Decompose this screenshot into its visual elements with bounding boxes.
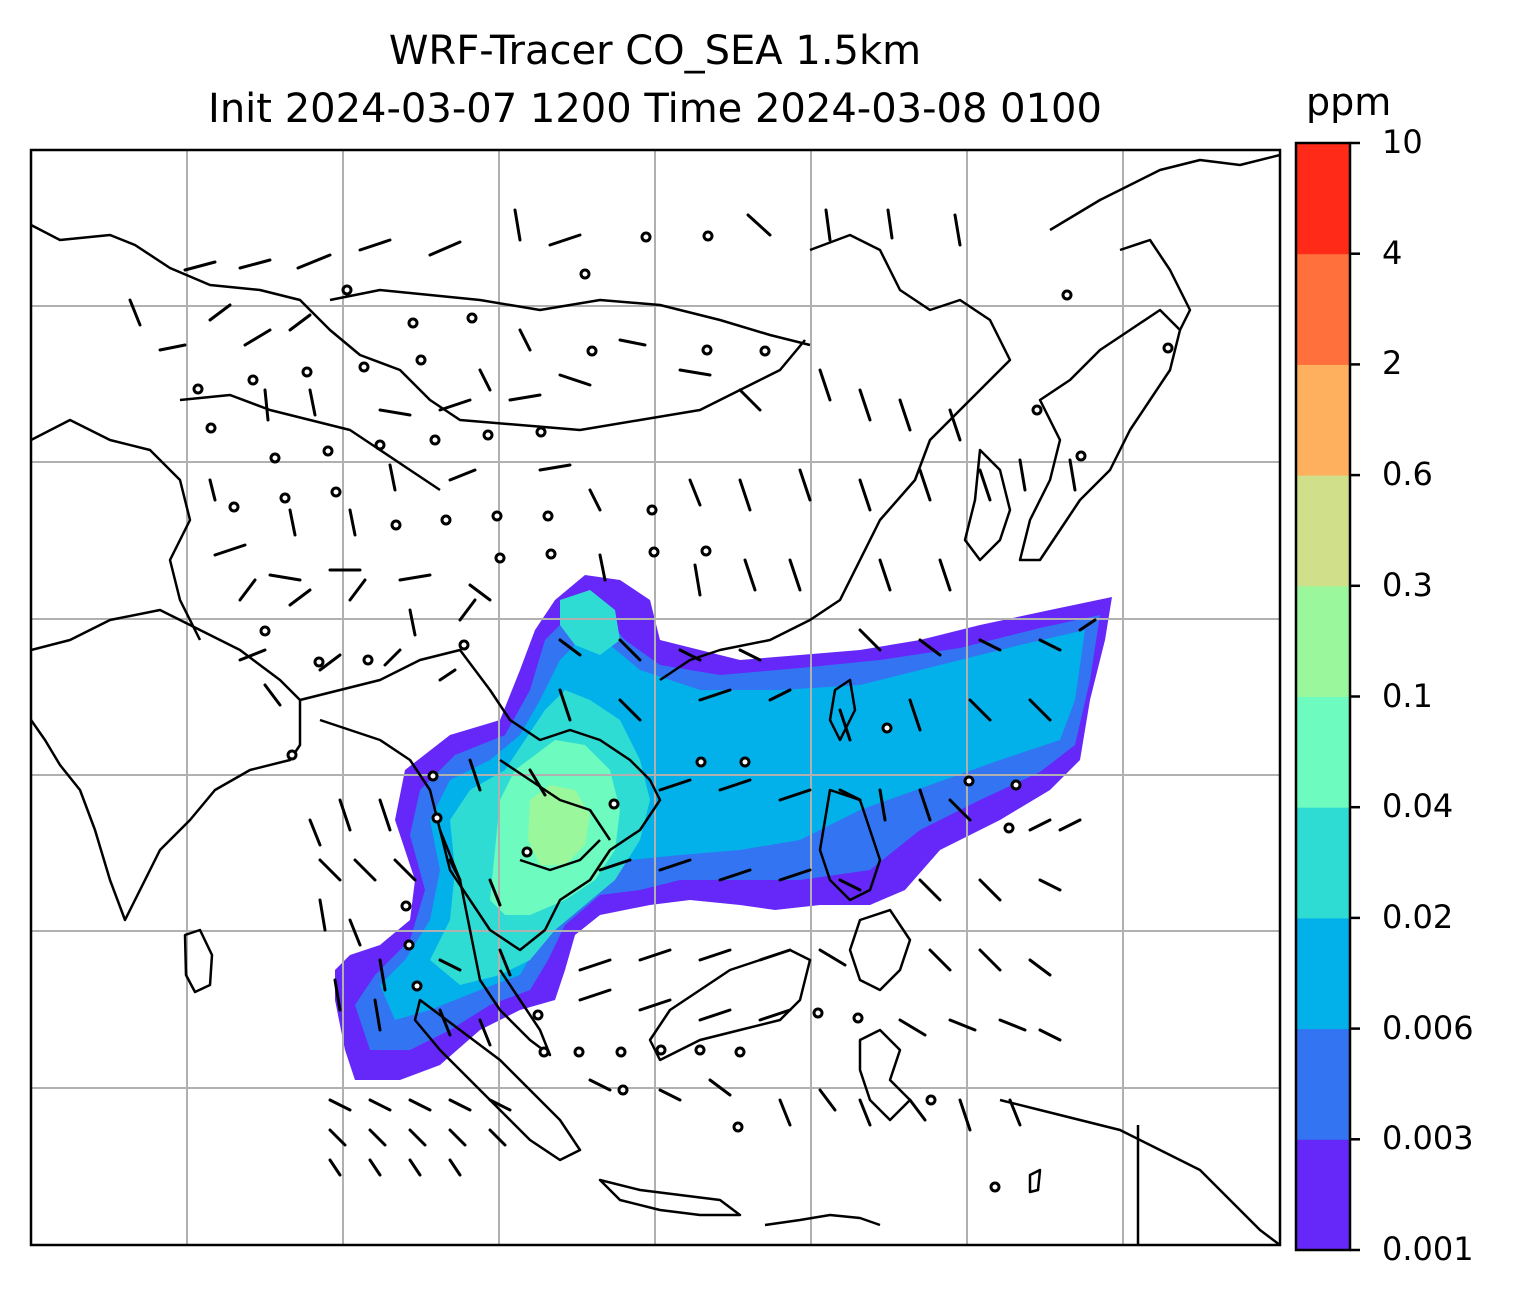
colorbar-tick-label: 0.6 bbox=[1382, 455, 1433, 494]
colorbar-segment bbox=[1296, 475, 1350, 587]
colorbar bbox=[1294, 141, 1360, 1252]
calm-circles bbox=[192, 230, 1174, 1193]
colorbar-tick-label: 0.001 bbox=[1382, 1230, 1474, 1268]
colorbar-segment bbox=[1296, 253, 1350, 365]
colorbar-tick-label: 0.04 bbox=[1382, 787, 1454, 826]
colorbar-tick-label: 10 bbox=[1382, 123, 1423, 161]
colorbar-tick-label: 0.006 bbox=[1382, 1008, 1474, 1047]
colorbar-segment bbox=[1296, 1028, 1350, 1140]
co-plume bbox=[335, 575, 1112, 1080]
map-title-line1: WRF-Tracer CO_SEA 1.5km bbox=[388, 28, 922, 74]
colorbar-segment bbox=[1296, 364, 1350, 476]
colorbar-segment bbox=[1296, 696, 1350, 808]
map-title-line2: Init 2024-03-07 1200 Time 2024-03-08 010… bbox=[208, 86, 1102, 132]
colorbar-tick-label: 0.02 bbox=[1382, 897, 1454, 936]
map-frame bbox=[29, 148, 1282, 1247]
colorbar-tick-label: 0.3 bbox=[1382, 565, 1433, 604]
colorbar-tick-label: 2 bbox=[1382, 344, 1403, 383]
colorbar-segment bbox=[1296, 917, 1350, 1030]
colorbar-segment bbox=[1296, 585, 1350, 697]
colorbar-unit-label: ppm bbox=[1306, 80, 1392, 124]
colorbar-tick-label: 0.003 bbox=[1382, 1119, 1474, 1158]
colorbar-segment bbox=[1296, 143, 1350, 255]
colorbar-tick-label: 4 bbox=[1382, 233, 1403, 272]
colorbar-tick-label: 0.1 bbox=[1382, 676, 1433, 715]
colorbar-segment bbox=[1296, 1139, 1350, 1251]
wind-barbs bbox=[128, 208, 1097, 1177]
colorbar-segment bbox=[1296, 807, 1350, 919]
coastlines bbox=[31, 153, 1280, 1245]
